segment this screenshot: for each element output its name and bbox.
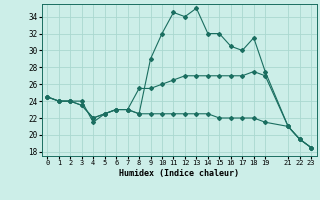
X-axis label: Humidex (Indice chaleur): Humidex (Indice chaleur) xyxy=(119,169,239,178)
